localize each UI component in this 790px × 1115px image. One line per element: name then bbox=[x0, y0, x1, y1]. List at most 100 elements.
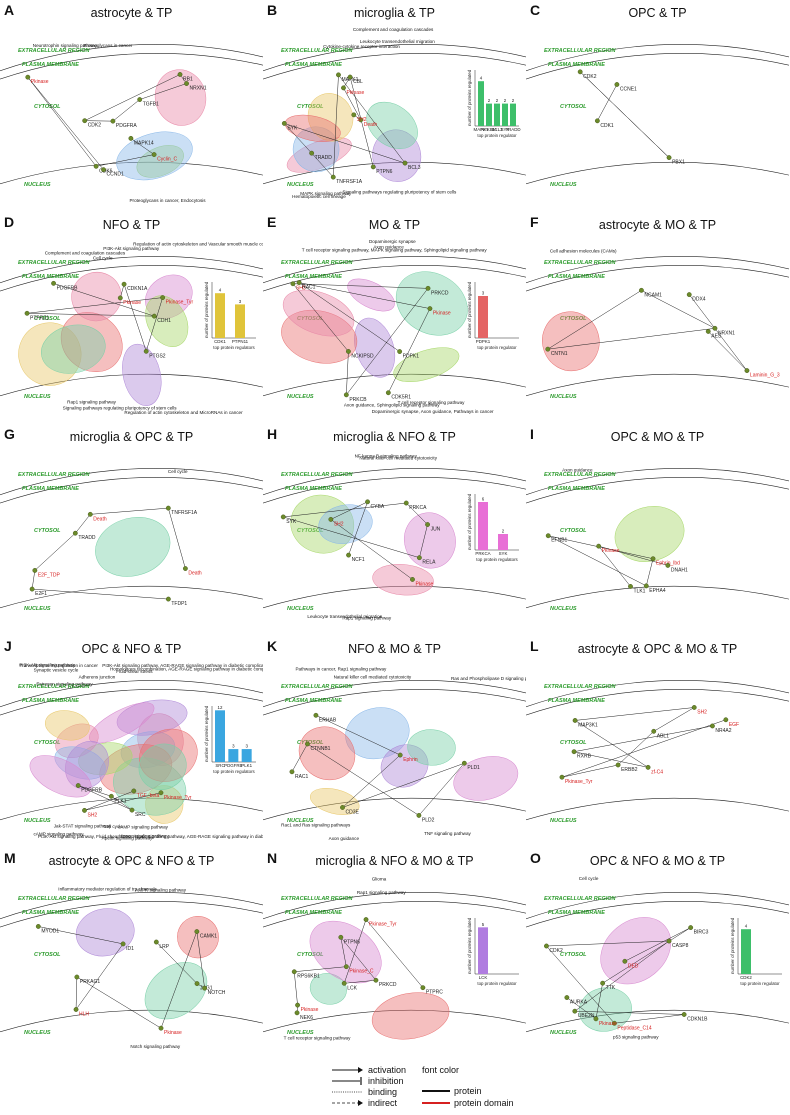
protein-label: BCL3 bbox=[408, 165, 421, 171]
protein-node bbox=[178, 72, 182, 76]
protein-node bbox=[152, 152, 156, 156]
protein-node bbox=[336, 73, 340, 77]
protein-node bbox=[341, 86, 345, 90]
interaction-edge bbox=[618, 731, 654, 765]
protein-node bbox=[88, 512, 92, 516]
protein-node bbox=[26, 75, 30, 79]
protein-node bbox=[129, 136, 133, 140]
protein-node bbox=[644, 584, 648, 588]
bar bbox=[502, 104, 508, 126]
protein-label: CTNNB1 bbox=[310, 746, 330, 752]
region-label-extracellular: EXTRACELLULAR REGION bbox=[18, 48, 91, 54]
protein-label: PDPK1 bbox=[403, 354, 420, 360]
protein-node bbox=[667, 939, 671, 943]
protein-node bbox=[202, 986, 206, 990]
interaction-edge bbox=[575, 707, 694, 720]
protein-domain-label: Pkinase_Tyr bbox=[166, 300, 194, 306]
protein-node bbox=[33, 568, 37, 572]
bar bbox=[498, 534, 508, 550]
protein-label: SYK bbox=[287, 125, 298, 131]
region-label-plasma: PLASMA MEMBRANE bbox=[22, 910, 79, 916]
region-label-nucleus: NUCLEUS bbox=[550, 1030, 577, 1036]
pathway-label: Estrogen signaling pathway bbox=[36, 681, 93, 686]
interaction-edge bbox=[562, 765, 618, 777]
protein-node bbox=[82, 118, 86, 122]
protein-label: PLK1 bbox=[114, 798, 126, 804]
protein-label: CNTN1 bbox=[551, 351, 568, 357]
region-label-nucleus: NUCLEUS bbox=[24, 182, 51, 188]
pathway-region bbox=[72, 904, 138, 961]
protein-label: PRKCD bbox=[379, 982, 397, 988]
protein-node bbox=[687, 292, 691, 296]
bar-category-label: PTPN11 bbox=[232, 339, 249, 344]
protein-node bbox=[546, 347, 550, 351]
chart-y-label: number of proteins regulated bbox=[467, 917, 472, 974]
pathway-label: PI3K-Akt signaling pathway, Fluid shear … bbox=[38, 834, 263, 839]
bar-value-label: 12 bbox=[218, 705, 223, 710]
protein-node bbox=[417, 813, 421, 817]
protein-domain-label: SH2 bbox=[334, 521, 344, 527]
chart-x-label: top protein regulators bbox=[476, 557, 518, 562]
bar bbox=[228, 749, 238, 762]
protein-label: PRKAG1 bbox=[80, 979, 101, 985]
protein-label: CCND1 bbox=[107, 172, 124, 178]
protein-node bbox=[94, 164, 98, 168]
region-label-extracellular: EXTRACELLULAR REGION bbox=[544, 260, 617, 266]
protein-node bbox=[667, 155, 671, 159]
protein-label: PTPN6 bbox=[376, 169, 392, 175]
protein-node bbox=[386, 391, 390, 395]
bar-value-label: 2 bbox=[488, 98, 491, 103]
protein-label: PTPRZ1 bbox=[30, 315, 49, 321]
protein-node bbox=[639, 288, 643, 292]
bar-category-label: PRKCA bbox=[475, 551, 490, 556]
region-label-nucleus: NUCLEUS bbox=[287, 394, 314, 400]
protein-node bbox=[122, 282, 126, 286]
protein-domain-label: Peptidase_C14 bbox=[617, 1025, 651, 1031]
protein-node bbox=[572, 749, 576, 753]
protein-domain-label: Ephrin bbox=[403, 757, 418, 763]
bar-value-label: 3 bbox=[245, 744, 248, 749]
pathway-label: Dopaminergic synapse bbox=[369, 239, 416, 244]
protein-node bbox=[101, 167, 105, 171]
region-label-cytosol: CYTOSOL bbox=[560, 104, 587, 110]
protein-node bbox=[166, 597, 170, 601]
protein-label: ERHAB bbox=[319, 717, 337, 723]
protein-node bbox=[573, 718, 577, 722]
protein-label: PLD1 bbox=[467, 765, 480, 771]
protein-domain-label: Pkinase_Tyr bbox=[369, 922, 397, 928]
pathway-label: T cell receptor signaling pathway bbox=[284, 1036, 352, 1041]
chart-x-label: top protein regulator bbox=[477, 981, 517, 986]
region-label-extracellular: EXTRACELLULAR REGION bbox=[544, 48, 617, 54]
protein-domain-label: EGF bbox=[729, 722, 739, 728]
protein-node bbox=[428, 306, 432, 310]
protein-node bbox=[565, 995, 569, 999]
chart-y-label: number of proteins regulated bbox=[204, 705, 209, 762]
protein-label: ABL1 bbox=[657, 733, 669, 739]
interaction-edge bbox=[574, 726, 712, 752]
region-label-extracellular: EXTRACELLULAR REGION bbox=[18, 260, 91, 266]
protein-domain-label: TGF_beta bbox=[137, 793, 160, 799]
plasma-membrane-inner bbox=[0, 477, 263, 510]
protein-label: CCNE1 bbox=[620, 87, 637, 93]
protein-domain-label: Pkinase bbox=[415, 581, 433, 587]
protein-label: CASP8 bbox=[672, 943, 689, 949]
protein-node bbox=[344, 964, 348, 968]
region-label-plasma: PLASMA MEMBRANE bbox=[548, 698, 605, 704]
region-label-nucleus: NUCLEUS bbox=[24, 1030, 51, 1036]
protein-node bbox=[560, 775, 564, 779]
legend: activation inhibition binding indirect f… bbox=[330, 1062, 530, 1110]
